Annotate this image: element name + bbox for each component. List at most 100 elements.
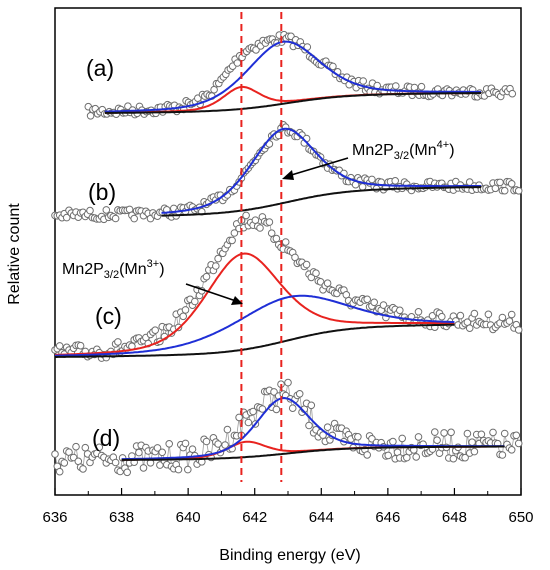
data-point (329, 62, 337, 71)
data-point (470, 309, 479, 318)
data-point (221, 441, 229, 449)
data-point (477, 430, 486, 439)
data-point (370, 298, 379, 307)
data-point (384, 451, 393, 460)
data-point (465, 324, 474, 333)
panel-label-d: (d) (92, 425, 120, 451)
data-point (484, 310, 493, 319)
data-point (111, 214, 120, 223)
data-point (456, 311, 465, 320)
data-point (184, 465, 192, 474)
data-point (358, 183, 367, 191)
data-point (202, 437, 211, 446)
background-curve (104, 92, 482, 114)
annotation-mn3: Mn2P3/2(Mn3+) (62, 258, 243, 305)
data-point (412, 453, 421, 461)
data-point (359, 77, 368, 85)
data-point (323, 279, 332, 288)
data-point (354, 433, 362, 441)
data-point (81, 443, 90, 452)
annotation-mn4-text: Mn2P3/2(Mn4+) (352, 139, 455, 162)
data-point (431, 428, 439, 436)
data-point (496, 178, 504, 187)
y-axis-label: Relative count (6, 203, 23, 305)
data-point (368, 175, 376, 184)
data-point (111, 458, 120, 467)
annotation-mn3-arrowhead (231, 296, 243, 305)
data-point (440, 429, 448, 437)
data-point (233, 59, 242, 67)
data-point (305, 421, 313, 430)
data-point (79, 465, 87, 473)
data-point (433, 436, 441, 445)
data-point (500, 186, 509, 195)
panel-label-a: (a) (86, 55, 114, 81)
data-point (188, 445, 197, 454)
data-point (507, 310, 516, 319)
data-point (470, 447, 479, 456)
data-point (512, 431, 521, 440)
data-point (214, 254, 222, 263)
x-tick-label: 650 (508, 509, 533, 526)
panel-b (51, 121, 523, 224)
data-point (249, 407, 257, 416)
data-point (417, 82, 426, 91)
fit-curve-mn3 (55, 252, 455, 356)
panel-c (51, 211, 523, 362)
data-point (514, 439, 523, 448)
annotation-mn4-arrow (287, 157, 349, 177)
data-point (295, 390, 304, 398)
data-point (312, 269, 320, 278)
data-point (179, 312, 187, 321)
data-point (302, 260, 311, 269)
data-point (270, 388, 278, 396)
data-point (135, 448, 143, 457)
data-point (507, 180, 516, 188)
data-point (102, 206, 111, 214)
data-point (398, 434, 407, 443)
data-point (438, 312, 446, 321)
data-point (265, 218, 274, 226)
data-point (95, 443, 104, 452)
data-point (60, 459, 69, 467)
data-point (242, 211, 250, 220)
data-point (392, 82, 400, 90)
x-axis-label: Binding energy (eV) (219, 547, 360, 564)
reference-lines (240, 12, 283, 482)
x-tick-label: 644 (309, 509, 334, 526)
x-tick-label: 642 (242, 509, 267, 526)
data-point (258, 405, 267, 413)
background-curve (55, 323, 455, 358)
data-point (463, 429, 472, 438)
data-point (363, 295, 372, 304)
data-point (230, 229, 239, 237)
data-point (307, 401, 316, 410)
data-point (505, 317, 514, 325)
data-point (391, 177, 400, 185)
data-point (414, 308, 423, 316)
data-point (389, 437, 397, 446)
annotation-mn3-text: Mn2P3/2(Mn3+) (62, 258, 165, 281)
data-point (414, 433, 423, 441)
data-point (86, 112, 95, 120)
data-point (272, 405, 281, 414)
data-point (212, 262, 220, 270)
fit-curve-mn4 (104, 40, 482, 113)
data-point (244, 418, 253, 427)
background-curve (161, 186, 482, 217)
data-point (447, 428, 455, 437)
data-point (123, 468, 131, 477)
data-point (181, 439, 190, 448)
data-point (323, 423, 332, 432)
x-tick-label: 636 (42, 509, 67, 526)
fit-curve-mn4 (161, 127, 482, 214)
data-point (165, 440, 173, 448)
data-point (191, 297, 199, 306)
data-point (461, 453, 469, 462)
fit-curve-mn4 (54, 294, 455, 357)
data-point (76, 341, 85, 350)
panel-label-c: (c) (95, 303, 122, 329)
data-point (202, 272, 211, 281)
data-point (507, 446, 516, 454)
